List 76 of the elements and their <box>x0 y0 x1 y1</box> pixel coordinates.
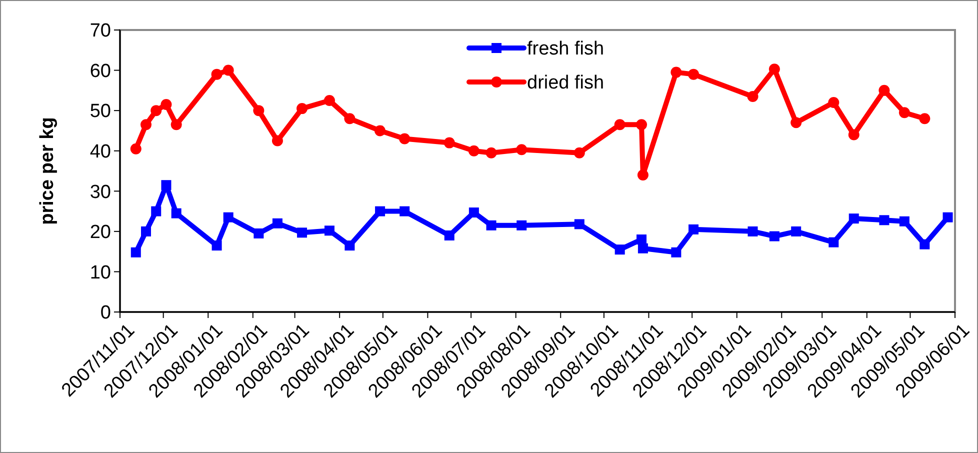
point <box>920 239 930 250</box>
point <box>768 64 780 75</box>
point <box>899 216 910 226</box>
point <box>151 206 162 216</box>
point <box>344 240 355 251</box>
y-axis-title: price per kg <box>37 117 58 225</box>
point <box>898 107 910 118</box>
point <box>254 228 264 238</box>
point <box>130 247 141 258</box>
point <box>468 145 480 156</box>
point <box>790 117 802 128</box>
y-tick-label: 60 <box>90 60 111 82</box>
point <box>919 113 930 124</box>
point <box>769 231 780 242</box>
point <box>296 103 308 114</box>
y-tick-label: 70 <box>90 20 111 42</box>
point <box>399 133 410 144</box>
point <box>297 228 308 238</box>
point <box>614 119 626 130</box>
point <box>171 208 182 218</box>
point <box>272 218 282 228</box>
point <box>516 144 528 156</box>
point <box>828 237 839 248</box>
point <box>636 119 648 130</box>
point <box>344 113 356 124</box>
point <box>222 64 234 76</box>
point <box>878 84 890 96</box>
point <box>637 170 648 181</box>
legend-label: dried fish <box>527 72 604 94</box>
point <box>141 226 152 236</box>
point <box>671 247 682 258</box>
point <box>161 180 172 190</box>
point <box>848 129 860 140</box>
point <box>272 135 283 146</box>
point <box>444 230 454 240</box>
point <box>516 220 527 230</box>
point <box>848 214 859 224</box>
point <box>468 207 479 218</box>
point <box>486 147 497 158</box>
point <box>170 119 182 130</box>
point <box>670 66 682 78</box>
point <box>638 243 648 254</box>
point <box>130 143 142 154</box>
point <box>324 95 335 106</box>
point <box>223 212 234 222</box>
point <box>574 147 585 158</box>
point <box>400 206 410 216</box>
point <box>375 206 386 216</box>
point <box>791 226 802 236</box>
y-tick-label: 10 <box>90 262 111 284</box>
point <box>324 226 334 236</box>
point <box>747 90 758 102</box>
point <box>140 119 152 130</box>
point <box>614 244 625 255</box>
point <box>828 97 840 108</box>
y-tick-label: 0 <box>100 302 111 324</box>
point <box>374 125 386 136</box>
point <box>942 212 953 222</box>
point <box>688 68 700 80</box>
point <box>253 105 264 116</box>
point <box>211 68 222 80</box>
y-tick-label: 50 <box>90 101 111 122</box>
y-tick-label: 20 <box>90 222 111 244</box>
point <box>748 226 758 236</box>
point <box>212 240 222 251</box>
point <box>486 220 496 230</box>
legend-label: fresh fish <box>527 38 604 60</box>
point <box>444 137 455 148</box>
y-tick-label: 30 <box>90 182 111 203</box>
point <box>636 234 647 244</box>
point <box>574 219 584 230</box>
y-tick-label: 40 <box>90 142 111 163</box>
point <box>150 105 162 116</box>
point <box>160 99 172 110</box>
point <box>879 215 890 226</box>
point <box>688 224 699 234</box>
